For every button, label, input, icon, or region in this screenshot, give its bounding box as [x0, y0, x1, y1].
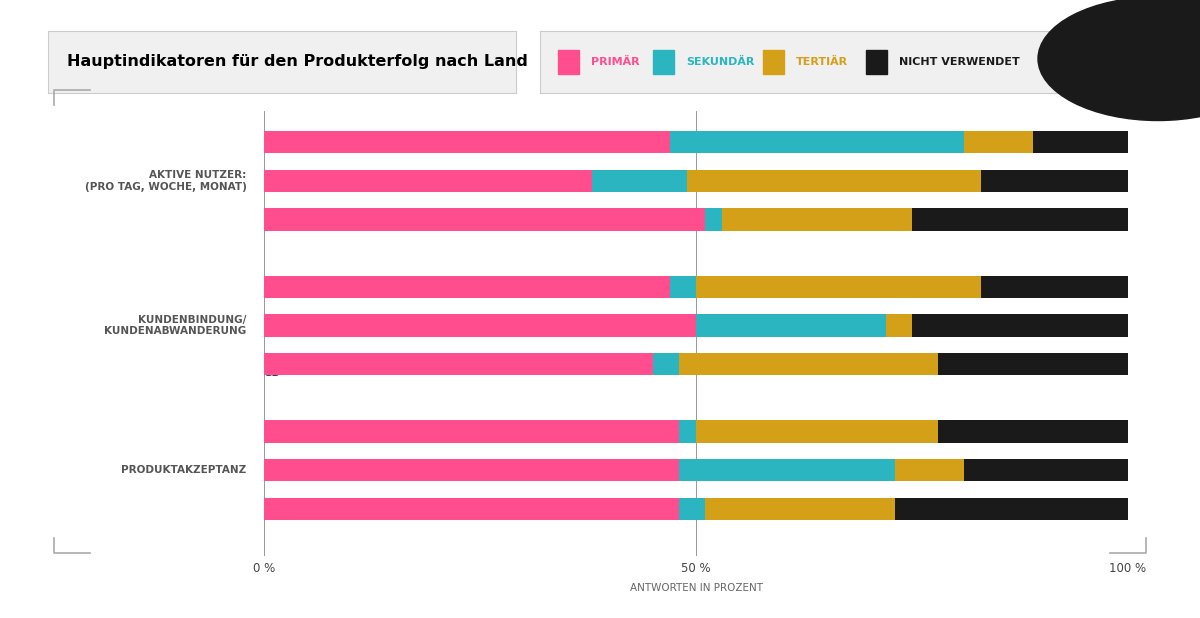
Bar: [264, 459, 679, 481]
Bar: [696, 420, 938, 442]
Bar: [912, 208, 1128, 231]
X-axis label: ANTWORTEN IN PROZENT: ANTWORTEN IN PROZENT: [630, 583, 762, 593]
Bar: [264, 208, 704, 231]
Text: Hauptindikatoren für den Produkterfolg nach Land: Hauptindikatoren für den Produkterfolg n…: [67, 54, 528, 69]
Bar: [670, 131, 964, 153]
Bar: [964, 459, 1128, 481]
Text: SEKUNDÄR: SEKUNDÄR: [686, 57, 754, 67]
Bar: [264, 170, 593, 192]
Bar: [688, 170, 982, 192]
Bar: [964, 131, 1033, 153]
Bar: [264, 276, 670, 298]
Bar: [704, 208, 722, 231]
Bar: [653, 50, 674, 74]
Text: NICHT VERWENDET: NICHT VERWENDET: [899, 57, 1020, 67]
Text: GB: GB: [264, 223, 281, 233]
Bar: [938, 353, 1128, 376]
Text: Frankreich: Frankreich: [264, 145, 326, 156]
Bar: [264, 353, 653, 376]
Bar: [670, 276, 696, 298]
Bar: [704, 497, 895, 520]
Text: GB: GB: [264, 512, 281, 522]
Bar: [886, 315, 912, 337]
Bar: [679, 459, 895, 481]
Bar: [982, 276, 1128, 298]
Bar: [982, 170, 1128, 192]
Bar: [653, 353, 679, 376]
Bar: [722, 208, 912, 231]
Bar: [679, 497, 704, 520]
Text: Frankreich: Frankreich: [264, 434, 326, 445]
Text: PRIMÄR: PRIMÄR: [592, 57, 640, 67]
Bar: [593, 170, 688, 192]
Bar: [763, 50, 785, 74]
Text: Frankreich: Frankreich: [264, 290, 326, 300]
Text: PRODUKTAKZEPTANZ: PRODUKTAKZEPTANZ: [121, 465, 247, 475]
Bar: [938, 420, 1128, 442]
Bar: [912, 315, 1128, 337]
Bar: [696, 315, 886, 337]
Bar: [1033, 131, 1128, 153]
Bar: [679, 420, 696, 442]
Text: Deutschland: Deutschland: [264, 184, 337, 194]
Bar: [264, 315, 696, 337]
Bar: [866, 50, 887, 74]
Bar: [264, 131, 670, 153]
Bar: [264, 497, 679, 520]
Bar: [679, 353, 938, 376]
Bar: [264, 420, 679, 442]
Text: TERTIÄR: TERTIÄR: [797, 57, 848, 67]
Text: Deutschland: Deutschland: [264, 329, 337, 339]
Text: AKTIVE NUTZER:
(PRO TAG, WOCHE, MONAT): AKTIVE NUTZER: (PRO TAG, WOCHE, MONAT): [85, 170, 247, 192]
Text: GB: GB: [264, 368, 281, 378]
Bar: [895, 497, 1128, 520]
Bar: [895, 459, 964, 481]
Bar: [558, 50, 580, 74]
Text: Deutschland: Deutschland: [264, 473, 337, 483]
Text: KUNDENBINDUNG/
KUNDENABWANDERUNG: KUNDENBINDUNG/ KUNDENABWANDERUNG: [104, 315, 247, 336]
Bar: [696, 276, 982, 298]
